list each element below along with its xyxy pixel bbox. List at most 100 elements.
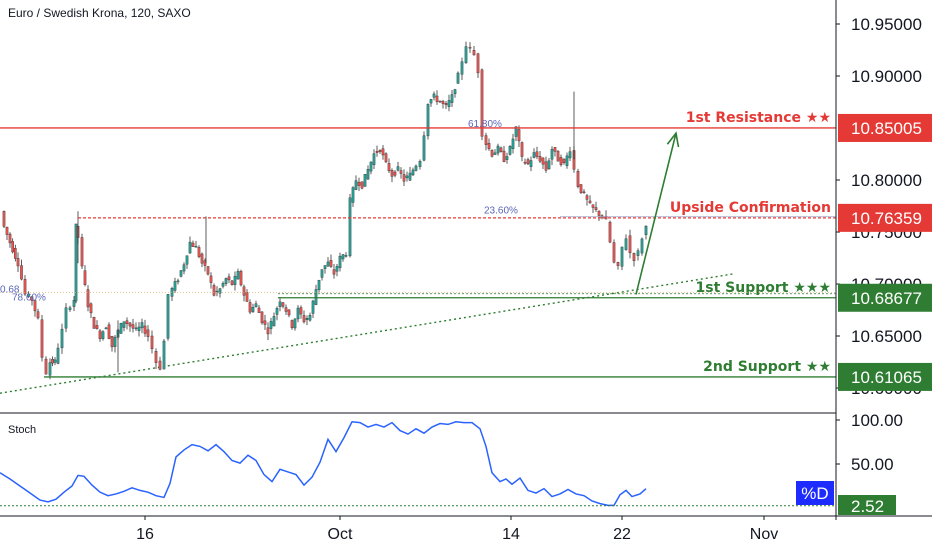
candle-body	[80, 237, 84, 267]
candle-body	[269, 321, 273, 329]
candle-body	[224, 278, 228, 284]
candle-body	[239, 270, 243, 286]
candle-body	[487, 143, 491, 149]
candle-body	[308, 315, 312, 321]
upside-confirmation-label: Upside Confirmation	[670, 200, 831, 216]
time-axis-tick-label: Nov	[750, 526, 778, 543]
candle-body	[107, 324, 111, 339]
candle-body	[496, 145, 500, 154]
stoch-d-badge-label: %D	[801, 484, 828, 503]
ascending-trendline	[0, 272, 736, 394]
candle-body	[179, 270, 183, 277]
candle-body	[275, 308, 279, 315]
fib-label: 23.60%	[484, 205, 518, 216]
candle-body	[422, 135, 426, 161]
candle-body	[209, 275, 213, 283]
candle-body	[408, 172, 412, 181]
candle-body	[233, 275, 237, 285]
candle-body	[480, 69, 484, 137]
fib-label: 0.68	[0, 284, 20, 295]
candle-body	[173, 281, 177, 291]
candle-body	[550, 149, 554, 160]
candle-body	[444, 103, 448, 106]
candle-body	[89, 303, 93, 314]
candle-body	[348, 197, 352, 257]
candle-body	[215, 290, 219, 293]
candle-body	[260, 311, 264, 324]
candle-body	[293, 318, 297, 329]
candle-body	[399, 170, 403, 174]
candle-body	[98, 330, 102, 339]
candle-body	[351, 187, 355, 203]
candle-body	[194, 245, 198, 248]
candle-body	[432, 93, 436, 98]
chart-title: Euro / Swedish Krona, 120, SAXO	[8, 6, 191, 20]
candle-body	[472, 49, 476, 56]
candle-body	[535, 151, 539, 157]
support-1-label: 1st Support ★★★	[696, 280, 831, 296]
stoch-axis-tick-label: 100.00	[851, 411, 903, 430]
candle-body	[110, 335, 114, 348]
candle-body	[476, 53, 480, 74]
candle-body	[263, 320, 267, 325]
candle-body	[284, 307, 288, 312]
candle-body	[8, 233, 12, 244]
candle-body	[206, 266, 210, 275]
candle-body	[502, 150, 506, 163]
candle-body	[162, 340, 166, 370]
candle-body	[378, 149, 382, 153]
candle-body	[375, 150, 379, 153]
candle-body	[290, 320, 294, 329]
candle-body	[369, 161, 373, 172]
candle-body	[517, 129, 521, 142]
candle-body	[30, 296, 34, 301]
candle-body	[281, 302, 285, 307]
price-axis-tick-label: 10.80000	[851, 171, 922, 190]
time-axis-tick-label: Oct	[328, 526, 353, 543]
candle-body	[612, 242, 616, 263]
candle-body	[568, 151, 572, 159]
candle-body	[508, 145, 512, 155]
candle-body	[426, 103, 430, 137]
candle-body	[137, 326, 141, 332]
candle-body	[14, 248, 17, 259]
candle-body	[579, 184, 583, 193]
candle-body	[644, 225, 648, 236]
support-2-price-badge	[838, 362, 932, 391]
candle-body	[314, 289, 318, 305]
candle-body	[251, 307, 255, 312]
candle-body	[242, 286, 246, 296]
candle-body	[2, 211, 6, 227]
candle-body	[191, 242, 195, 247]
candle-body	[429, 99, 433, 104]
candle-body	[616, 262, 620, 266]
candle-body	[450, 94, 454, 103]
candle-body	[326, 261, 330, 267]
candle-body	[402, 174, 406, 182]
candle-body	[113, 336, 117, 347]
candle-body	[435, 95, 439, 102]
resistance-1-price-badge	[838, 113, 932, 142]
support-2-label: 2nd Support ★★	[703, 359, 831, 375]
candle-body	[218, 288, 222, 294]
candle-body	[438, 100, 442, 103]
candle-body	[390, 170, 394, 177]
candle-body	[553, 147, 557, 152]
candle-body	[372, 153, 376, 165]
candle-body	[11, 241, 14, 253]
candle-body	[594, 207, 598, 211]
candle-body	[505, 156, 509, 160]
candle-body	[320, 269, 324, 278]
candle-body	[317, 279, 321, 291]
candle-body	[460, 61, 464, 75]
candle-body	[60, 328, 64, 349]
stoch-value-badge	[838, 495, 896, 515]
candle-body	[257, 307, 261, 313]
candle-body	[56, 347, 60, 364]
stoch-panel-label: Stoch	[8, 424, 37, 436]
stoch-axis-tick-label: 50.00	[851, 455, 894, 474]
candle-body	[51, 358, 54, 364]
resistance-1-label: 1st Resistance ★★	[686, 110, 831, 126]
price-axis-tick-label: 10.90000	[851, 67, 922, 86]
